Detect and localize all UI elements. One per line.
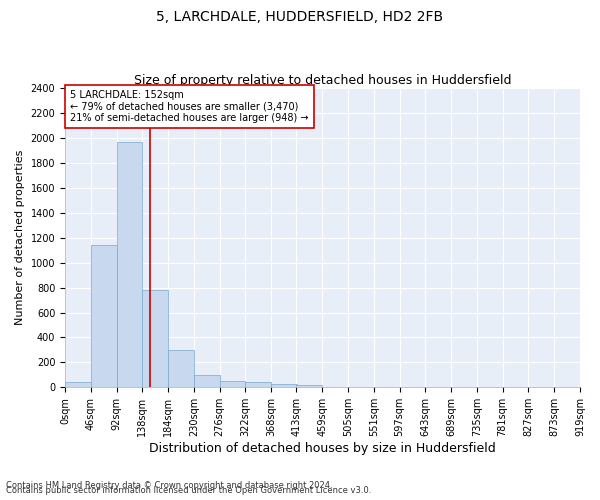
Bar: [220, 381, 245, 388]
Title: Size of property relative to detached houses in Huddersfield: Size of property relative to detached ho…: [134, 74, 511, 87]
Bar: [91, 245, 116, 388]
Text: 5 LARCHDALE: 152sqm
← 79% of detached houses are smaller (3,470)
21% of semi-det: 5 LARCHDALE: 152sqm ← 79% of detached ho…: [70, 90, 308, 123]
Bar: [168, 350, 194, 388]
Bar: [65, 382, 91, 388]
Bar: [245, 382, 271, 388]
Bar: [296, 386, 322, 388]
Text: Contains HM Land Registry data © Crown copyright and database right 2024.: Contains HM Land Registry data © Crown c…: [6, 481, 332, 490]
Y-axis label: Number of detached properties: Number of detached properties: [15, 150, 25, 326]
Bar: [116, 142, 142, 388]
Text: 5, LARCHDALE, HUDDERSFIELD, HD2 2FB: 5, LARCHDALE, HUDDERSFIELD, HD2 2FB: [157, 10, 443, 24]
Bar: [271, 384, 297, 388]
Text: Contains public sector information licensed under the Open Government Licence v3: Contains public sector information licen…: [6, 486, 371, 495]
X-axis label: Distribution of detached houses by size in Huddersfield: Distribution of detached houses by size …: [149, 442, 496, 455]
Bar: [194, 375, 220, 388]
Bar: [142, 290, 168, 388]
